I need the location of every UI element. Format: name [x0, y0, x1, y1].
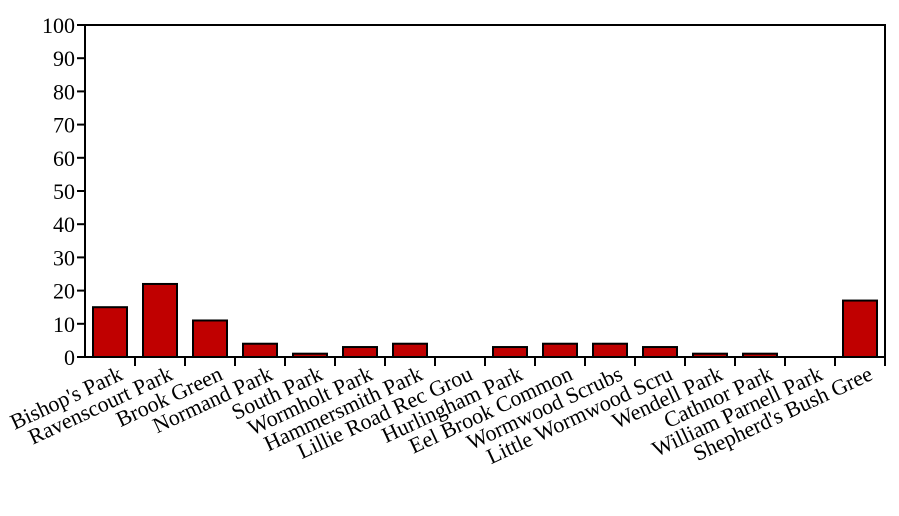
bar [692, 352, 728, 358]
bar [242, 342, 278, 359]
y-tick-label: 60 [53, 146, 75, 171]
bar [192, 319, 228, 359]
bars [92, 282, 878, 359]
y-tick-label: 10 [53, 312, 75, 337]
plot-frame [84, 24, 886, 358]
y-tick-label: 80 [53, 79, 75, 104]
y-tick-label: 0 [64, 345, 75, 370]
bar [142, 282, 178, 358]
bar [742, 352, 778, 358]
bar [592, 342, 628, 359]
y-tick-label: 30 [53, 245, 75, 270]
bar [642, 346, 678, 359]
bar [542, 342, 578, 359]
y-tick-label: 70 [53, 113, 75, 138]
bar [842, 299, 878, 358]
bar [392, 342, 428, 359]
y-tick-label: 90 [53, 46, 75, 71]
y-tick-label: 40 [53, 212, 75, 237]
y-tick-label: 100 [42, 13, 75, 38]
bar [342, 346, 378, 359]
bar [492, 346, 528, 359]
bar [292, 352, 328, 358]
bar [92, 306, 128, 359]
y-tick-label: 20 [53, 279, 75, 304]
y-tick-label: 50 [53, 179, 75, 204]
y-axis: 0 10 20 30 40 50 60 70 80 90 100 [42, 13, 85, 370]
